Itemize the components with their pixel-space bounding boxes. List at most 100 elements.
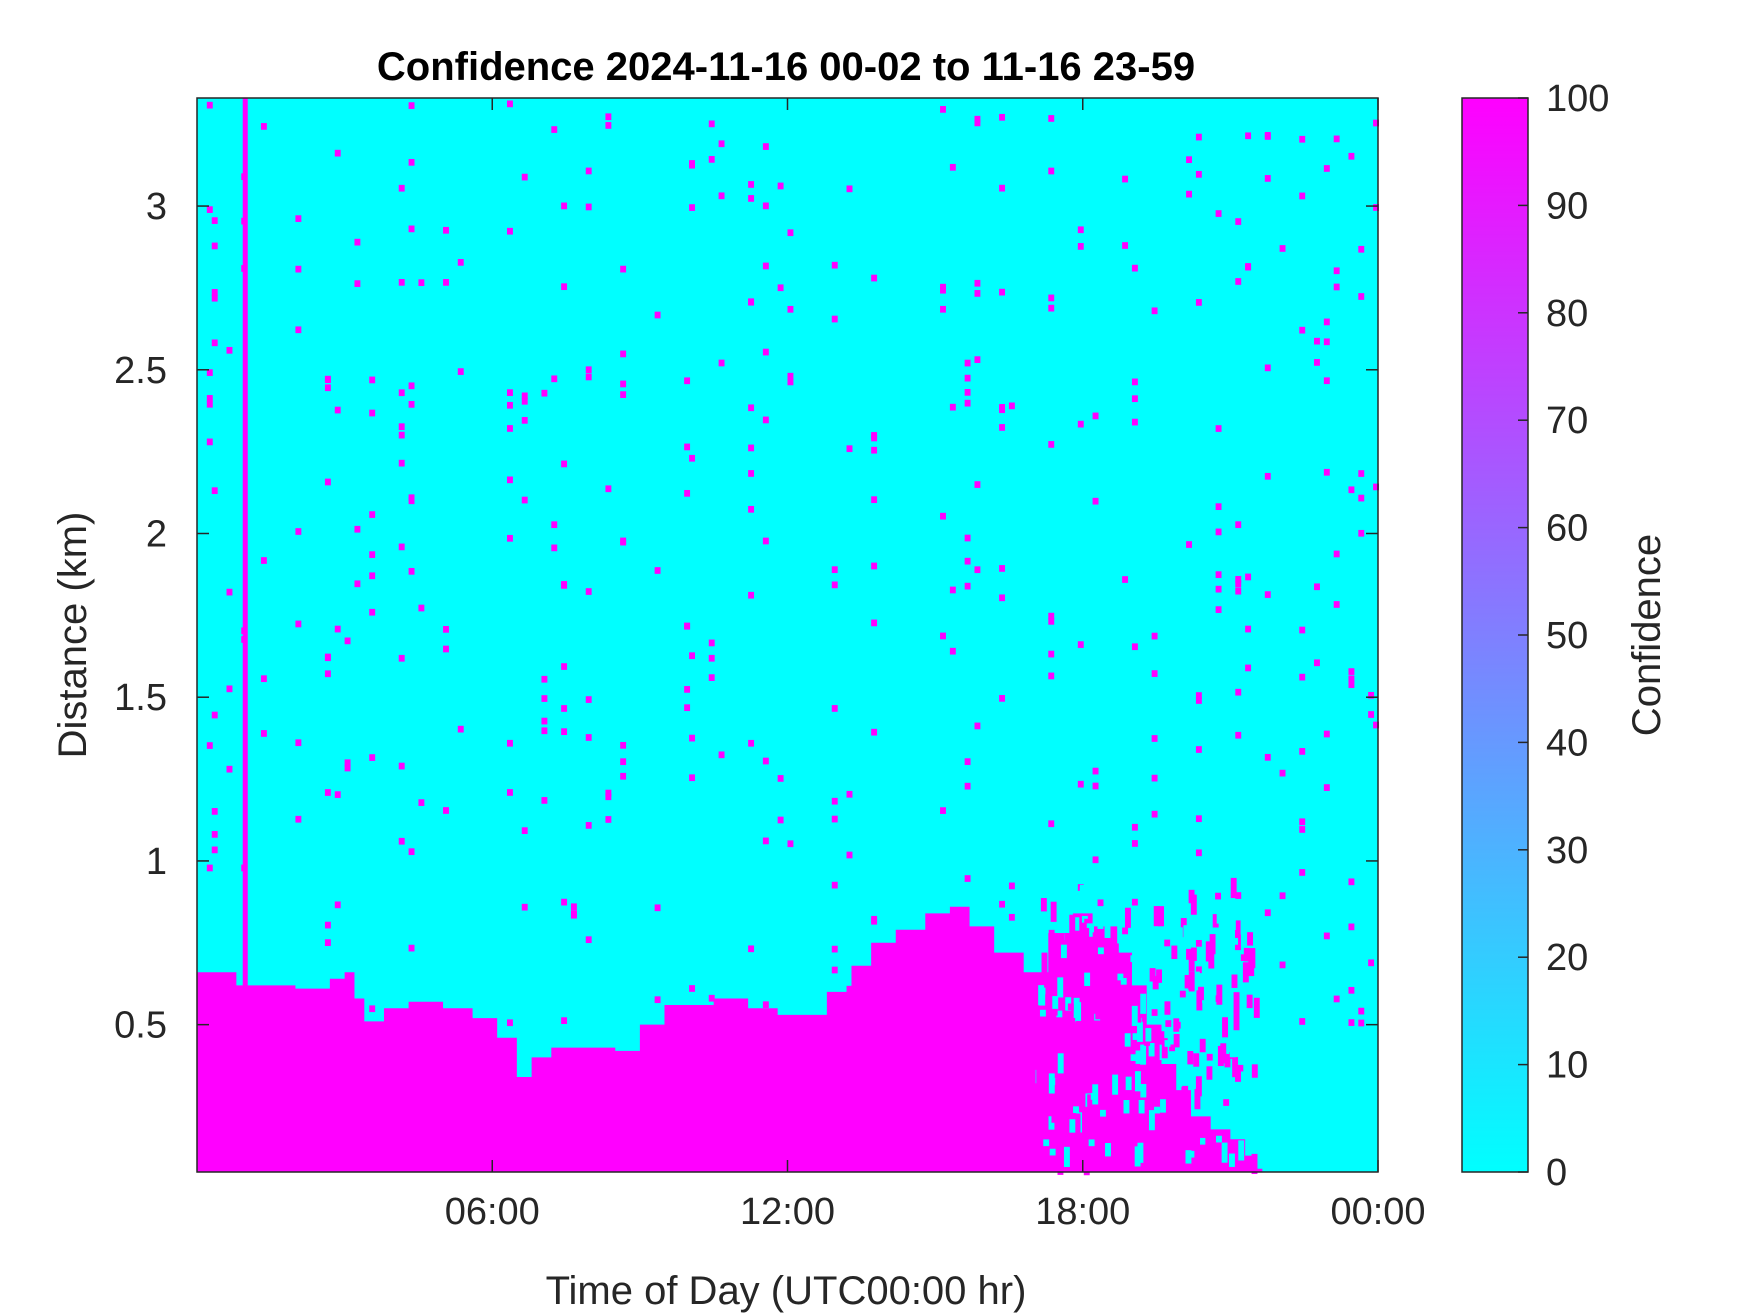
- scatter-cell: [1183, 925, 1190, 939]
- scatter-cell: [206, 400, 213, 408]
- scatter-cell: [1104, 946, 1110, 954]
- scatter-cell: [940, 512, 946, 520]
- scatter-cell: [1299, 869, 1306, 876]
- scatter-cell: [871, 446, 878, 454]
- scatter-cell: [1299, 326, 1306, 334]
- scatter-cell: [1198, 986, 1204, 1001]
- scatter-cell: [295, 326, 302, 334]
- scatter-cell: [831, 815, 838, 823]
- scatter-cell: [1079, 886, 1086, 907]
- scatter-cell: [689, 454, 695, 462]
- scatter-cell: [1235, 580, 1242, 588]
- scatter-cell: [1235, 920, 1242, 934]
- scatter-cell: [1215, 425, 1222, 432]
- scatter-cell: [1161, 1038, 1168, 1059]
- scatter-cell: [585, 734, 592, 741]
- scatter-cell: [620, 772, 627, 780]
- scatter-cell: [1212, 914, 1219, 928]
- scatter-cell: [1056, 1010, 1063, 1018]
- scatter-cell: [295, 528, 302, 535]
- scatter-cell: [211, 831, 218, 838]
- scatter-cell: [964, 388, 971, 396]
- scatter-cell: [295, 215, 302, 222]
- scatter-cell: [1206, 1053, 1213, 1061]
- scatter-cell: [1348, 1019, 1355, 1026]
- scatter-cell: [1048, 441, 1055, 448]
- scatter-cell: [354, 580, 361, 588]
- scatter-cell: [1232, 1124, 1238, 1139]
- scatter-cell: [1034, 1150, 1041, 1158]
- scatter-cell: [369, 608, 376, 616]
- scatter-cell: [940, 305, 946, 313]
- scatter-cell: [354, 525, 361, 533]
- scatter-cell: [1229, 1153, 1235, 1167]
- scatter-cell: [1254, 938, 1260, 959]
- scatter-cell: [762, 1001, 769, 1009]
- scatter-cell: [1049, 1148, 1056, 1156]
- scatter-cell: [1039, 1009, 1046, 1017]
- scatter-cell: [585, 696, 592, 703]
- scatter-cell: [748, 181, 755, 188]
- scatter-cell: [1077, 780, 1084, 788]
- scatter-cell: [1105, 1143, 1111, 1157]
- scatter-cell: [1151, 810, 1158, 818]
- scatter-cell: [1121, 957, 1128, 964]
- scatter-cell: [762, 537, 769, 545]
- scatter-cell: [1279, 961, 1286, 969]
- scatter-cell: [1069, 950, 1075, 964]
- scatter-cell: [1299, 135, 1306, 143]
- scatter-cell: [831, 566, 838, 574]
- scatter-cell: [974, 1020, 981, 1028]
- scatter-cell: [1231, 928, 1238, 936]
- scatter-cell: [585, 203, 592, 211]
- scatter-cell: [541, 797, 548, 804]
- scatter-cell: [1124, 1060, 1131, 1082]
- scatter-cell: [748, 195, 755, 202]
- scatter-cell: [1204, 889, 1211, 910]
- scatter-cell: [1299, 818, 1306, 826]
- scatter-cell: [871, 496, 878, 504]
- scatter-cell: [1333, 135, 1340, 143]
- scatter-cell: [1333, 995, 1340, 1003]
- scatter-cell: [521, 827, 528, 835]
- scatter-cell: [1063, 1146, 1070, 1167]
- scatter-cell: [871, 432, 878, 439]
- scatter-cell: [846, 790, 853, 798]
- scatter-cell: [1252, 1057, 1259, 1064]
- scatter-cell: [1036, 1106, 1043, 1121]
- scatter-cell: [1122, 242, 1129, 249]
- scatter-cell: [211, 711, 218, 719]
- scatter-cell: [1190, 947, 1197, 961]
- scatter-cell: [831, 797, 838, 805]
- colorbar-gradient: [1461, 97, 1529, 1173]
- scatter-cell: [1146, 957, 1153, 965]
- scatter-cell: [831, 966, 838, 974]
- scatter-cell: [1209, 934, 1216, 955]
- scatter-cell: [1148, 1110, 1155, 1131]
- scatter-cell: [369, 1005, 376, 1013]
- scatter-cell: [708, 674, 715, 681]
- scatter-cell: [561, 728, 568, 736]
- scatter-cell: [1186, 190, 1192, 198]
- scatter-cell: [206, 438, 213, 446]
- scatter-cell: [748, 298, 755, 306]
- scatter-cell: [1188, 971, 1195, 992]
- scatter-cell: [585, 167, 592, 175]
- scatter-cell: [1074, 1113, 1081, 1134]
- scatter-cell: [1207, 1140, 1214, 1155]
- colorbar-tick-label: 80: [1546, 293, 1588, 335]
- scatter-cell: [748, 404, 755, 412]
- scatter-cell: [1194, 1117, 1201, 1125]
- scatter-cell: [1323, 784, 1330, 791]
- scatter-cell: [241, 173, 248, 181]
- scatter-cell: [1131, 643, 1138, 651]
- scatter-cell: [1152, 1064, 1158, 1085]
- scatter-cell: [1112, 1037, 1119, 1058]
- scatter-cell: [1230, 877, 1237, 899]
- scatter-cell: [1195, 299, 1202, 306]
- x-tick-label: 18:00: [1035, 1191, 1130, 1233]
- scatter-cell: [1112, 1074, 1119, 1095]
- scatter-cell: [708, 654, 715, 662]
- scatter-cell: [1235, 218, 1242, 225]
- scatter-cell: [398, 1011, 405, 1019]
